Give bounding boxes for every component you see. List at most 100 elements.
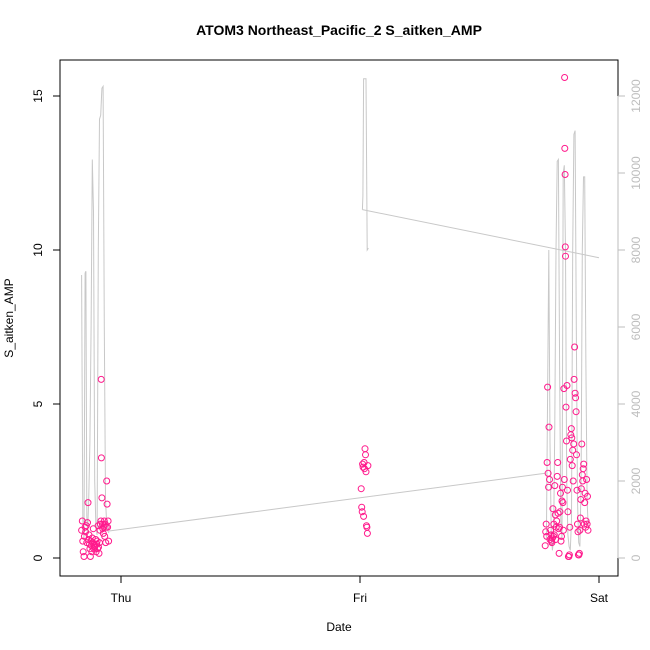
data-point [575,549,583,557]
data-point [555,525,563,533]
data-point [559,526,567,534]
data-point [88,534,96,542]
data-point [564,486,571,494]
secondary-y-tick-label: 0 [629,554,643,561]
data-point [572,408,580,416]
data-point [362,468,370,476]
data-point [543,459,551,466]
data-point [564,508,572,516]
secondary-line-segment [81,84,110,539]
data-point [561,144,569,152]
points-layer [78,74,592,560]
plot-frame [59,59,619,577]
x-axis: Thu Fri Sat [111,575,609,605]
data-point [583,476,591,483]
data-point [542,520,550,528]
y-tick-label: 15 [31,89,45,103]
data-point [547,526,554,534]
data-point [554,509,562,517]
data-point [580,460,588,468]
y-tick-label: 5 [31,400,45,407]
data-point [579,465,587,473]
data-point [569,477,577,485]
data-point [546,476,553,483]
data-point [100,517,108,525]
data-point [549,505,557,513]
chart-title: ATOM3 Northeast_Pacific_2 S_aitken_AMP [196,22,482,38]
data-point [361,445,369,453]
data-point [566,523,574,531]
data-point [84,519,91,527]
data-point [576,526,584,534]
data-point [545,483,553,491]
data-point [579,477,587,485]
data-point [570,375,578,383]
data-point [563,437,570,445]
data-point [584,492,591,500]
secondary-y-tick-label: 4000 [629,390,643,417]
data-point [103,500,111,508]
data-point [86,553,94,560]
data-point [362,451,369,459]
data-point [562,403,570,411]
data-point [97,375,105,383]
x-axis-label: Date [326,620,352,634]
secondary-line [81,78,600,551]
data-point [550,531,558,539]
secondary-line-segment [108,472,546,532]
data-point [97,454,105,462]
secondary-y-tick-label: 2000 [629,467,643,494]
data-point [581,499,589,507]
data-point [558,483,566,491]
data-point [556,508,564,516]
data-point [561,243,569,251]
secondary-line-segment [361,78,369,252]
data-point [82,522,90,530]
y-tick-label: 0 [31,554,45,561]
data-point [571,389,579,397]
data-point [571,343,579,351]
data-point [544,383,552,391]
data-point [357,485,365,493]
data-point [551,482,559,490]
data-point [358,508,366,516]
data-point [574,520,581,528]
data-point [558,532,565,540]
data-point [555,549,563,557]
data-point [565,551,573,559]
y-axis-label: S_aitken_AMP [2,278,16,357]
data-point [561,171,569,178]
secondary-y-tick-label: 12000 [629,79,643,113]
data-point [95,549,103,557]
data-point [557,537,565,545]
data-point [566,455,574,463]
data-point [584,526,592,534]
data-point [572,394,580,402]
data-point [554,459,562,466]
data-point [563,382,571,389]
x-tick-label: Sat [590,591,609,605]
data-point [568,434,576,442]
data-point [542,528,550,536]
data-point [360,512,368,520]
data-point [560,476,568,483]
data-point [562,252,569,260]
data-point [105,537,113,545]
data-point [553,517,561,525]
secondary-y-tick-label: 10000 [629,156,643,190]
y-axis-right: 0 2000 4000 6000 8000 10000 12000 [617,79,643,561]
secondary-line-segment [362,209,600,259]
secondary-y-tick-label: 6000 [629,313,643,340]
data-point [553,472,561,480]
data-point [363,529,371,537]
data-point [545,423,553,431]
data-point [576,514,584,522]
data-point [570,440,578,448]
data-point [98,494,106,502]
y-axis-left: 0 5 10 15 [31,89,61,561]
data-point [541,542,549,550]
data-point [582,517,590,525]
secondary-y-tick-label: 8000 [629,236,643,263]
x-tick-label: Fri [353,591,367,605]
